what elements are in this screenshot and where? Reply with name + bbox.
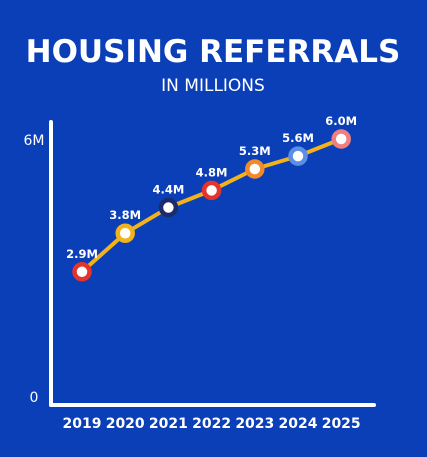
x-tick-label: 2025 — [322, 416, 361, 432]
data-point — [331, 129, 351, 149]
data-label: 4.4M — [152, 183, 184, 197]
x-tick-label: 2019 — [63, 416, 102, 432]
data-label: 5.3M — [239, 144, 271, 158]
data-point — [115, 223, 135, 243]
data-label: 3.8M — [109, 208, 141, 222]
x-tick-label: 2024 — [279, 416, 318, 432]
y-tick-label: 6M — [24, 133, 45, 149]
data-label: 2.9M — [66, 247, 98, 261]
y-tick-label: 0 — [30, 390, 39, 406]
x-tick-label: 2023 — [235, 416, 274, 432]
chart-subtitle: IN MILLIONS — [161, 76, 265, 96]
data-label: 6.0M — [325, 114, 357, 128]
x-tick-label: 2022 — [192, 416, 231, 432]
data-label: 5.6M — [282, 131, 314, 145]
data-label: 4.8M — [196, 165, 228, 179]
data-point — [72, 262, 92, 282]
chart-title: HOUSING REFERRALS — [26, 34, 401, 70]
plot-layer: 0 6M 2019 2020 2021 2022 2023 2024 2025 2.9M 3.8M 4… — [24, 114, 361, 432]
x-tick-label: 2020 — [106, 416, 145, 432]
data-point — [288, 146, 308, 166]
data-point — [201, 180, 222, 201]
data-point — [158, 197, 179, 218]
x-tick-label: 2021 — [149, 416, 188, 432]
data-point — [245, 159, 265, 179]
